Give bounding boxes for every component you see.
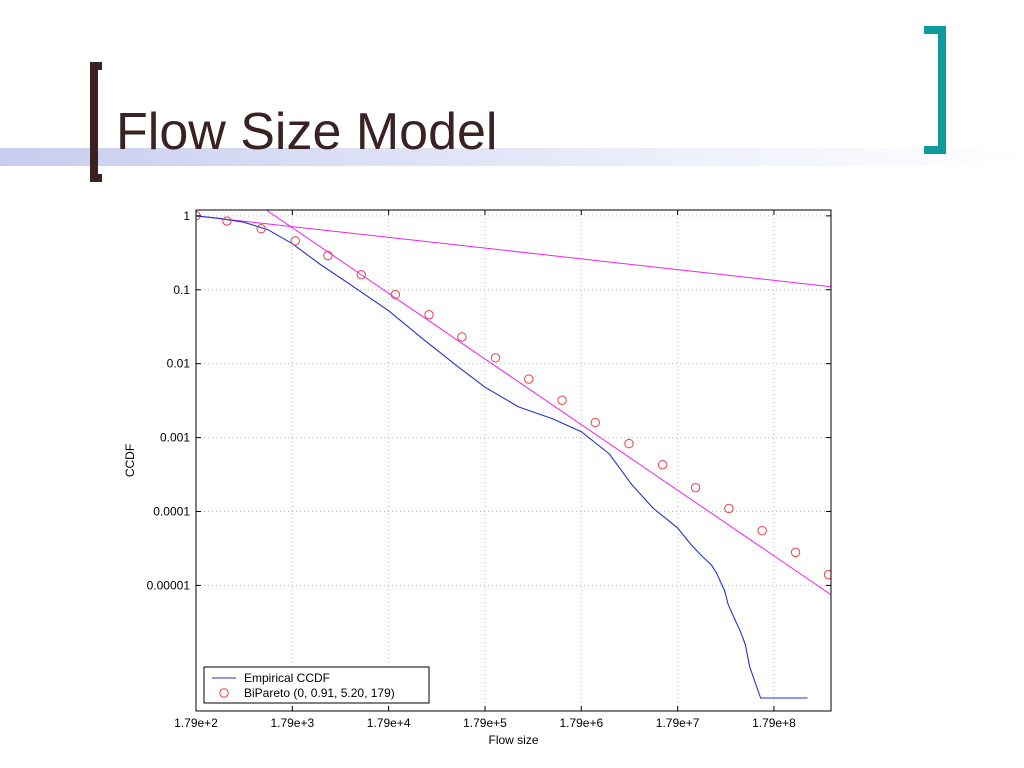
bipareto-marker	[524, 374, 534, 384]
x-tick-label: 1.79e+7	[656, 716, 700, 730]
bipareto-marker	[390, 289, 401, 300]
slide-title: Flow Size Model	[116, 103, 498, 161]
fit-line-steep	[266, 210, 831, 596]
tick-layer: 1.79e+2 1.79e+3 1.79e+4 1.79e+5 1.79e+6 1.79e…	[147, 209, 831, 730]
legend-label-empirical: Empirical CCDF	[244, 671, 330, 685]
bipareto-marker	[290, 236, 300, 246]
y-tick-label: 0.0001	[153, 505, 190, 519]
bipareto-marker	[424, 309, 434, 320]
x-tick-label: 1.79e+6	[559, 716, 603, 730]
x-axis-label: Flow size	[488, 733, 538, 747]
y-axis-label: CCDF	[123, 444, 137, 477]
legend-box	[203, 666, 430, 704]
bipareto-marker	[823, 569, 831, 580]
bipareto-marker	[724, 503, 734, 514]
bipareto-marker	[256, 224, 266, 234]
plot-frame	[195, 209, 832, 712]
series-layer	[196, 210, 831, 699]
y-tick-label: 0.01	[167, 357, 191, 371]
bipareto-marker	[557, 395, 567, 405]
title-accent-band	[0, 148, 1024, 166]
bipareto-marker	[624, 438, 634, 449]
x-tick-label: 1.79e+2	[174, 716, 218, 730]
right-bracket-decoration	[924, 26, 946, 154]
x-tick-label: 1.79e+4	[367, 716, 411, 730]
y-tick-label: 0.1	[173, 283, 190, 297]
y-tick-label: 0.00001	[147, 578, 191, 592]
bipareto-marker	[323, 250, 333, 261]
y-tick-label: 1	[183, 209, 190, 223]
x-tick-label: 1.79e+5	[463, 716, 507, 730]
legend-label-bipareto: BiPareto (0, 0.91, 5.20, 179)	[244, 686, 395, 700]
x-tick-label: 1.79e+3	[270, 716, 314, 730]
bipareto-marker	[657, 459, 668, 470]
bipareto-marker	[457, 332, 467, 342]
fit-line-shallow	[196, 215, 831, 288]
bipareto-marker	[222, 216, 232, 226]
legend-swatch-bipareto	[219, 688, 229, 698]
x-tick-label: 1.79e+8	[752, 716, 796, 730]
bipareto-marker	[690, 482, 701, 493]
empirical-ccdf-line	[196, 215, 808, 699]
left-bracket-decoration	[90, 62, 102, 182]
bipareto-marker	[757, 525, 767, 536]
bipareto-marker	[590, 417, 600, 428]
legend: Empirical CCDF BiPareto (0, 0.91, 5.20, …	[203, 666, 430, 704]
bipareto-marker	[356, 269, 366, 280]
y-tick-label: 0.001	[160, 431, 190, 445]
bipareto-marker	[790, 547, 801, 558]
bipareto-marker	[490, 353, 501, 363]
grid-layer	[195, 210, 831, 711]
